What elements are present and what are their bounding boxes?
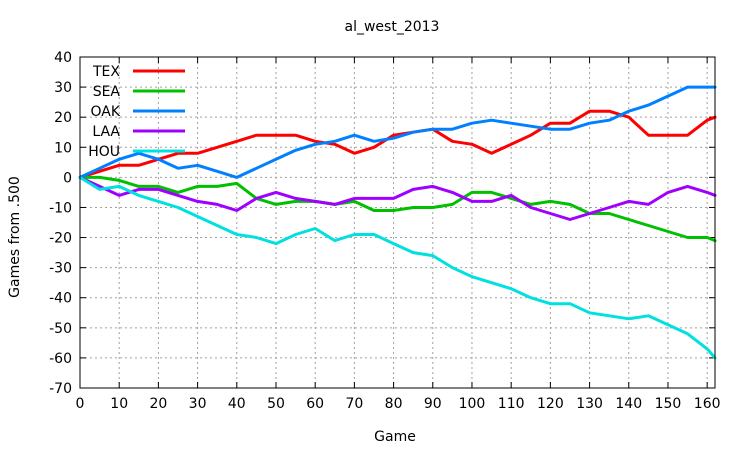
legend-label-sea: SEA <box>93 84 121 100</box>
x-tick-label: 50 <box>267 396 285 412</box>
y-tick-label: -40 <box>49 291 72 307</box>
x-tick-label: 110 <box>498 396 525 412</box>
legend-label-hou: HOU <box>88 144 120 160</box>
legend-label-tex: TEX <box>92 64 120 80</box>
series-line-hou <box>78 175 717 360</box>
x-tick-label: 70 <box>345 396 363 412</box>
x-tick-label: 0 <box>76 396 85 412</box>
x-tick-label: 100 <box>459 396 486 412</box>
x-tick-label: 30 <box>189 396 207 412</box>
y-tick-label: -70 <box>49 381 72 397</box>
x-tick-label: 150 <box>655 396 682 412</box>
x-tick-label: 120 <box>537 396 564 412</box>
axis-ticks: -70 -60 -50 -40 -30 -20 -10 0 10 20 30 40 0 10 20 30 40 5… <box>49 50 720 412</box>
y-tick-label: 30 <box>54 80 72 96</box>
series-line-oak <box>78 85 717 179</box>
y-tick-label: 10 <box>54 140 72 156</box>
y-tick-label: 20 <box>54 110 72 126</box>
y-tick-label: -30 <box>49 261 72 277</box>
y-tick-label: -20 <box>49 231 72 247</box>
y-tick-label: -60 <box>49 351 72 367</box>
x-tick-label: 60 <box>306 396 324 412</box>
x-tick-label: 130 <box>576 396 603 412</box>
grid <box>80 57 715 388</box>
x-tick-label: 160 <box>694 396 721 412</box>
y-tick-label: 0 <box>63 170 72 186</box>
y-tick-label: 40 <box>54 50 72 66</box>
legend: TEX SEA OAK LAA HOU <box>88 64 185 160</box>
x-tick-label: 80 <box>385 396 403 412</box>
series-lines <box>78 85 717 360</box>
x-tick-label: 40 <box>228 396 246 412</box>
series-line-sea <box>78 175 717 243</box>
chart-title: al_west_2013 <box>345 19 440 35</box>
y-axis-title: Games from .500 <box>7 176 23 298</box>
series-line-laa <box>78 175 717 221</box>
x-tick-label: 90 <box>424 396 442 412</box>
legend-label-oak: OAK <box>90 104 120 120</box>
x-tick-label: 140 <box>615 396 642 412</box>
y-tick-label: -10 <box>49 200 72 216</box>
plot-frame <box>79 56 716 389</box>
y-tick-label: -50 <box>49 321 72 337</box>
x-tick-label: 10 <box>110 396 128 412</box>
x-axis-title: Game <box>374 429 416 445</box>
legend-label-laa: LAA <box>92 124 120 140</box>
x-tick-label: 20 <box>149 396 167 412</box>
